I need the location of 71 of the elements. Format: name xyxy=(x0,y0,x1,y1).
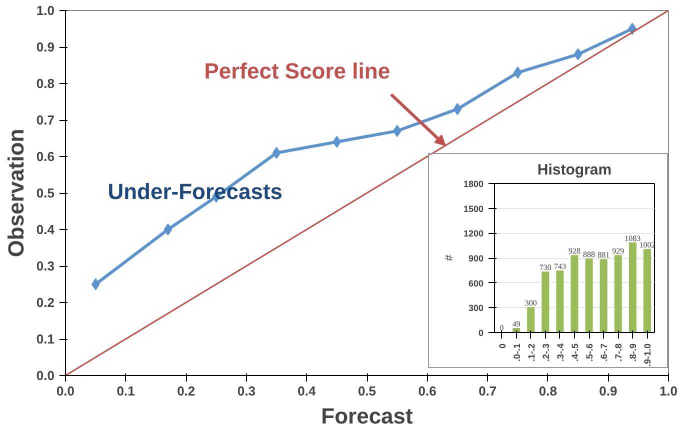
data-label: 1083 xyxy=(624,234,641,243)
x-tick-label: 0 xyxy=(497,343,508,349)
data-label: 0 xyxy=(500,324,504,332)
x-axis-title: Forecast xyxy=(321,404,414,428)
y-tick-label: 0.2 xyxy=(36,295,55,310)
x-tick-label: .0-.1 xyxy=(512,343,522,362)
bar xyxy=(527,307,535,332)
annotation: Perfect Score line xyxy=(204,58,390,84)
point xyxy=(574,48,582,60)
x-tick-label: .3-.4 xyxy=(555,343,566,362)
data-label: 888 xyxy=(583,250,596,259)
y-tick-label: 1800 xyxy=(463,179,484,189)
data-label: 49 xyxy=(512,319,520,328)
y-tick-label: 1.0 xyxy=(36,3,55,18)
data-label: 881 xyxy=(598,250,610,260)
y-tick-label: 0.1 xyxy=(36,332,55,346)
y-tick-label: 0.7 xyxy=(36,112,55,128)
y-tick-label: 1200 xyxy=(463,228,484,239)
bar xyxy=(643,249,651,332)
y-tick-label: 0.4 xyxy=(36,222,56,237)
x-tick-label: .4-.5 xyxy=(570,343,580,362)
data-label: 730 xyxy=(539,263,552,272)
x-tick-label: 0.4 xyxy=(298,384,317,398)
x-tick-label: .7-.8 xyxy=(614,343,624,362)
y-tick-label: 0.0 xyxy=(36,368,55,383)
y-axis-title: Observation xyxy=(3,128,28,258)
point xyxy=(272,146,281,159)
x-tick-label: 0.1 xyxy=(116,384,135,398)
point xyxy=(91,278,100,290)
point xyxy=(164,224,172,236)
x-tick-label: .2-.3 xyxy=(540,343,551,362)
data-label: 743 xyxy=(554,262,566,271)
y-tick-label: 0.5 xyxy=(36,186,55,200)
x-tick-label: 0.2 xyxy=(177,384,196,398)
y-tick-label: 0.3 xyxy=(36,258,55,274)
point xyxy=(392,124,402,137)
data-label: 928 xyxy=(568,246,580,256)
y-tick-label: 1500 xyxy=(463,204,484,214)
x-tick-label: 0.9 xyxy=(599,384,618,398)
x-tick-label: 0.8 xyxy=(538,384,557,398)
bar xyxy=(542,272,550,332)
y-tick-label: 900 xyxy=(468,254,484,264)
x-tick-label: .8-.9 xyxy=(628,343,638,362)
x-tick-label: 0.7 xyxy=(478,384,497,398)
bar xyxy=(570,255,578,332)
point xyxy=(453,103,462,116)
y-tick-label: 0.9 xyxy=(36,40,55,54)
x-tick-label: .1-.2 xyxy=(526,343,536,362)
x-tick-label: .9-1.0 xyxy=(642,344,653,367)
y-tick-label: 600 xyxy=(468,278,484,288)
y-tick-label: 0 xyxy=(478,328,484,338)
y-tick-label: 0.6 xyxy=(36,149,55,164)
x-tick-label: 0.3 xyxy=(237,384,256,398)
chart-title: Histogram xyxy=(537,162,612,178)
bar xyxy=(628,242,636,332)
bar xyxy=(585,258,593,332)
x-tick-label: 0.5 xyxy=(358,384,376,398)
point xyxy=(332,136,342,148)
x-tick-label: .5-.6 xyxy=(584,343,595,362)
bar xyxy=(600,259,608,332)
x-tick-label: 0.6 xyxy=(418,384,436,398)
bar xyxy=(614,255,622,332)
y-tick-label: 300 xyxy=(468,303,484,314)
y-tick-label: 0.8 xyxy=(36,76,55,91)
bar xyxy=(556,270,564,332)
data-label: 929 xyxy=(612,246,624,256)
x-tick-label: .6-.7 xyxy=(599,343,610,362)
x-tick-label: 1.0 xyxy=(659,384,678,398)
data-label: 300 xyxy=(524,298,537,308)
x-tick-label: 0.0 xyxy=(56,384,75,398)
y-axis-title: # xyxy=(443,254,456,262)
